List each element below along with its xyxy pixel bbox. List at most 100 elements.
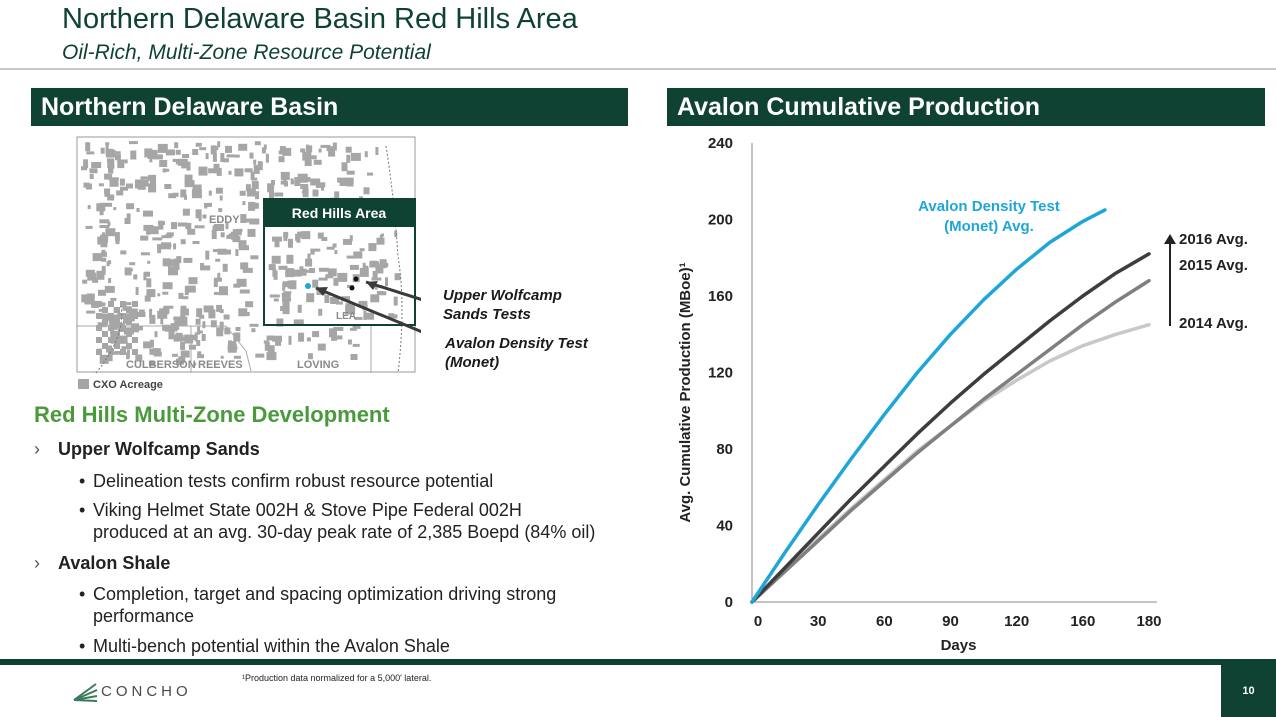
series-annotation: 2015 Avg. [1179, 257, 1248, 274]
county-loving: LOVING [297, 359, 339, 371]
acreage-block [312, 331, 320, 338]
acreage-block [350, 152, 361, 161]
acreage-block [388, 313, 395, 317]
acreage-block [152, 154, 163, 160]
acreage-block [329, 328, 337, 338]
acreage-block [349, 264, 359, 270]
acreage-block [120, 349, 126, 355]
acreage-block [271, 180, 275, 185]
acreage-block [152, 237, 163, 241]
acreage-block [149, 314, 156, 324]
acreage-block [106, 152, 116, 158]
footer-band [0, 659, 1276, 665]
acreage-block [318, 148, 322, 153]
acreage-block [239, 190, 246, 196]
acreage-block [228, 170, 232, 175]
acreage-block [310, 248, 321, 252]
acreage-block [184, 174, 193, 184]
acreage-block [370, 294, 380, 303]
acreage-block [154, 331, 158, 338]
acreage-block [331, 334, 338, 341]
acreage-block [350, 354, 358, 360]
acreage-block [253, 159, 257, 165]
acreage-block [194, 225, 205, 229]
x-tick-label: 60 [876, 613, 893, 630]
acreage-block [102, 232, 105, 237]
acreage-block [102, 343, 108, 349]
y-tick-label: 80 [716, 441, 733, 458]
acreage-block [337, 177, 348, 183]
acreage-block [177, 222, 188, 227]
acreage-block [352, 325, 361, 329]
acreage-block [310, 250, 315, 255]
acreage-block [343, 238, 352, 245]
acreage-block [184, 334, 194, 344]
callout-line: Upper Wolfcamp [443, 287, 562, 304]
acreage-block [85, 142, 91, 152]
acreage-block [346, 255, 357, 259]
acreage-block [324, 295, 330, 303]
sub-bullet-text: Multi-bench potential within the Avalon … [93, 636, 450, 656]
acreage-block [359, 196, 363, 200]
acreage-block [157, 143, 168, 153]
acreage-block [136, 326, 143, 331]
acreage-block [96, 313, 102, 319]
acreage-block [215, 187, 223, 194]
acreage-block [214, 277, 222, 282]
acreage-block [180, 239, 186, 245]
acreage-block [248, 201, 256, 211]
acreage-block [216, 167, 222, 176]
acreage-block [198, 166, 208, 176]
acreage-block [359, 248, 365, 252]
acreage-block [251, 328, 256, 333]
acreage-block [201, 334, 206, 341]
acreage-block [108, 353, 113, 362]
acreage-block [233, 355, 241, 359]
acreage-block [242, 201, 246, 206]
left-panel-heading: Northern Delaware Basin [31, 88, 628, 126]
acreage-blocks [81, 141, 401, 366]
acreage-block [233, 154, 240, 158]
acreage-block [349, 327, 357, 331]
series-annotation: Avalon Density Test [918, 198, 1060, 215]
acreage-block [245, 184, 251, 192]
acreage-block [354, 316, 363, 320]
acreage-block [149, 180, 154, 188]
callout-avalon-density: Avalon Density Test (Monet) [445, 334, 588, 372]
acreage-block [249, 218, 260, 225]
acreage-block [114, 154, 121, 161]
callout-line: Avalon Density Test [445, 335, 588, 352]
acreage-block [181, 164, 191, 169]
acreage-block [152, 348, 161, 356]
acreage-block [126, 343, 132, 349]
callout-line: (Monet) [445, 354, 500, 371]
acreage-block [300, 148, 306, 153]
acreage-block [132, 349, 138, 355]
acreage-block [89, 168, 98, 174]
chevron-right-icon: › [34, 553, 40, 573]
acreage-block [393, 296, 398, 306]
acreage-block [379, 259, 387, 269]
acreage-block [185, 285, 196, 293]
acreage-block [200, 265, 211, 271]
acreage-block [266, 352, 277, 361]
acreage-block [208, 168, 219, 174]
acreage-block [99, 225, 110, 228]
acreage-block [180, 341, 186, 350]
acreage-block [176, 256, 182, 264]
acreage-block [87, 205, 91, 210]
acreage-block [100, 147, 105, 154]
acreage-block [245, 312, 250, 316]
acreage-block [124, 218, 131, 224]
acreage-block [317, 232, 324, 239]
acreage-block [289, 280, 297, 290]
acreage-block [192, 241, 200, 244]
acreage-block [215, 258, 221, 262]
acreage-block [101, 257, 107, 262]
acreage-block [271, 255, 281, 264]
acreage-block [219, 286, 228, 296]
acreage-block [273, 270, 278, 280]
acreage-block [282, 306, 290, 315]
acreage-block [223, 314, 230, 320]
acreage-block [100, 234, 109, 243]
